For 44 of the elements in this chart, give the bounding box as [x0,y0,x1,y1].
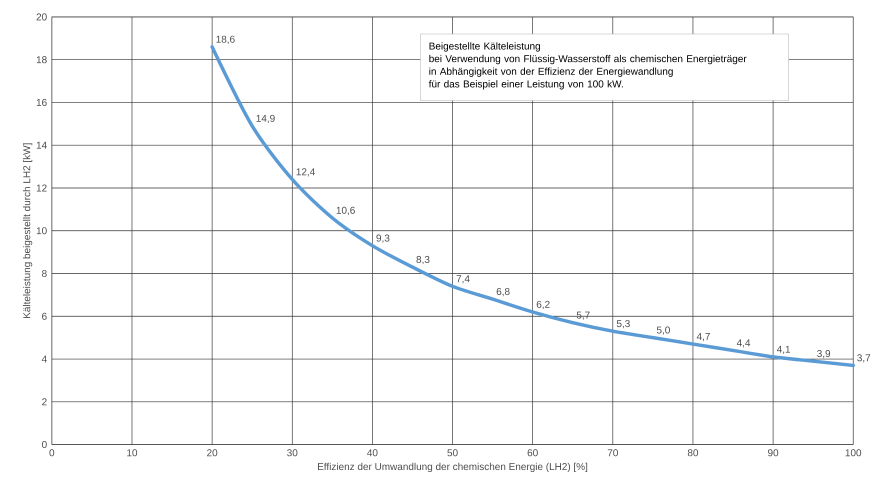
annotation: in Abhängigkeit von der Effizienz der Energiewandlung [429,67,673,77]
x-tick-label: 100 [846,449,862,456]
data-label: 8,3 [416,256,430,264]
data-label: 12,4 [296,168,315,176]
data-label: 14,9 [256,114,275,123]
data-label: 5,3 [616,320,630,328]
annotation: Beigestellte Kälteleistung [430,42,540,52]
annotation: für das Beispiel einer Leistung von 100 kW. [428,80,623,90]
y-axis-title: Kälteleistung beigestellt durch LH2 [kW] [22,143,32,318]
data-label: 18,6 [216,36,235,44]
data-label: 5,0 [656,326,670,335]
data-label: 4,7 [696,332,710,341]
y-tick-label: 0 [42,440,47,448]
y-tick-label: 18 [36,56,47,64]
data-label: 4,4 [736,339,750,348]
y-tick-label: 16 [36,98,47,106]
y-tick-label: 8 [42,270,47,277]
data-label: 9,3 [376,234,390,243]
x-tick-label: 60 [528,449,538,456]
data-label: 3,7 [857,354,870,362]
x-tick-label: 40 [367,449,378,456]
data-label: 6,2 [536,300,550,309]
x-tick-label: 10 [127,449,138,456]
x-axis-title: Effizienz der Umwandlung der chemischen Energie (LH2) [%] [318,462,588,472]
y-tick-label: 10 [36,227,47,234]
y-tick-label: 20 [36,13,47,20]
x-tick-label: 0 [49,449,54,456]
x-tick-label: 20 [207,449,218,456]
x-tick-label: 50 [447,449,458,456]
data-label: 6,8 [496,288,510,296]
data-label: 4,1 [776,346,790,354]
y-tick-label: 6 [42,312,47,320]
x-tick-label: 70 [608,449,618,456]
annotation: bei Verwendung von Flüssig-Wasserstoff als chemischen Energieträger [429,54,746,64]
y-tick-label: 4 [42,355,47,362]
data-label: 3,9 [817,350,830,358]
x-tick-label: 30 [287,449,298,456]
data-label: 10,6 [336,206,355,215]
x-tick-label: 90 [768,449,778,456]
x-tick-label: 80 [688,449,698,456]
y-tick-label: 14 [36,142,47,148]
y-tick-label: 12 [36,184,47,192]
y-tick-label: 2 [42,398,47,406]
data-label: 7,4 [456,275,470,284]
